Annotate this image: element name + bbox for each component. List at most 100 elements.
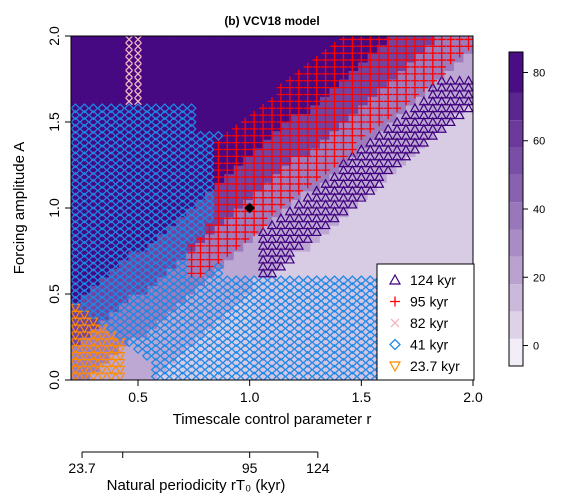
marker-diamond <box>204 337 215 348</box>
marker-diamond <box>177 337 188 348</box>
heatmap-cell <box>138 216 149 226</box>
heatmap-cell <box>415 96 426 106</box>
marker-diamond <box>159 199 170 210</box>
heatmap-cell <box>262 61 273 71</box>
marker-triangle-up <box>436 123 447 133</box>
heatmap-cell <box>185 130 197 140</box>
heatmap-cell <box>281 113 292 123</box>
heatmap-cell <box>444 44 455 54</box>
marker-diamond <box>141 247 153 258</box>
marker-triangle-up <box>338 157 349 168</box>
heatmap-cell <box>291 122 302 132</box>
heatmap-cell <box>157 61 168 71</box>
marker-diamond <box>311 364 322 375</box>
heatmap-cell <box>310 233 321 243</box>
heatmap-cell <box>348 53 359 63</box>
heatmap-cell <box>214 190 225 200</box>
marker-diamond <box>150 343 161 355</box>
heatmap-cell <box>243 362 254 372</box>
heatmap-cell <box>463 173 473 183</box>
heatmap-cell <box>128 53 139 63</box>
heatmap-cell <box>300 173 311 183</box>
marker-triangle-up <box>454 75 465 85</box>
heatmap-cell <box>386 165 398 175</box>
heatmap-cell <box>166 208 177 218</box>
heatmap-cell <box>147 182 158 192</box>
heatmap-cell <box>348 345 359 355</box>
heatmap-cell <box>463 156 473 166</box>
legend-label: 124 kyr <box>410 272 456 288</box>
marker-diamond <box>97 309 108 320</box>
heatmap-cell <box>128 251 139 261</box>
marker-diamond <box>249 364 260 375</box>
marker-diamond <box>186 206 197 217</box>
marker-diamond <box>97 275 108 286</box>
marker-diamond <box>347 357 358 368</box>
heatmap-cell <box>281 354 292 364</box>
heatmap-cell <box>195 53 206 63</box>
heatmap-cell <box>128 276 139 286</box>
marker-diamond <box>231 288 242 300</box>
heatmap-cell <box>348 87 359 97</box>
heatmap-cell <box>118 294 130 304</box>
heatmap-cell <box>281 122 292 132</box>
heatmap-cell <box>444 147 455 157</box>
colorbar-segment <box>509 229 523 257</box>
marker-diamond <box>159 357 170 368</box>
marker-diamond <box>123 282 135 293</box>
heatmap-cell <box>281 225 292 235</box>
marker-x <box>125 76 133 85</box>
heatmap-cell <box>339 208 350 218</box>
marker-diamond <box>123 199 135 210</box>
marker-diamond <box>106 240 117 251</box>
heatmap-cell <box>339 362 350 372</box>
marker-diamond <box>204 275 215 286</box>
heatmap-cell <box>128 285 139 295</box>
heatmap-cell <box>128 79 139 89</box>
marker-diamond <box>311 343 322 355</box>
heatmap-cell <box>90 96 101 106</box>
heatmap-cell <box>157 233 168 243</box>
heatmap-cell <box>214 79 225 89</box>
heatmap-cell <box>272 122 283 132</box>
marker-diamond <box>159 206 170 217</box>
heatmap-cell <box>195 345 206 355</box>
marker-diamond <box>320 371 331 380</box>
marker-diamond <box>79 116 90 128</box>
marker-diamond <box>222 288 233 300</box>
heatmap-cell <box>444 225 455 235</box>
colorbar-segment <box>509 256 523 285</box>
marker-diamond <box>347 282 358 293</box>
marker-diamond <box>222 337 233 348</box>
marker-diamond <box>365 302 376 313</box>
marker-diamond <box>195 275 206 286</box>
marker-diamond <box>159 302 170 313</box>
marker-diamond <box>257 337 269 348</box>
heatmap-cell <box>176 53 187 63</box>
heatmap-cell <box>339 199 350 209</box>
marker-triangle-up <box>409 123 421 133</box>
marker-diamond <box>132 330 144 341</box>
heatmap-cell <box>291 139 302 149</box>
marker-triangle-up <box>463 89 473 99</box>
marker-diamond <box>293 282 304 293</box>
heatmap-cell <box>262 276 273 286</box>
marker-diamond <box>97 220 108 231</box>
heatmap-cell <box>434 130 445 140</box>
heatmap-cell <box>205 61 216 71</box>
heatmap-cell <box>367 156 378 166</box>
heatmap-cell <box>233 36 244 46</box>
marker-diamond <box>159 144 170 155</box>
heatmap-cell <box>291 319 302 329</box>
heatmap-cell <box>396 96 407 106</box>
marker-triangle-up <box>427 102 439 113</box>
marker-diamond <box>177 165 188 176</box>
legend-label: 41 kyr <box>410 337 448 353</box>
marker-diamond <box>365 364 376 375</box>
marker-diamond <box>115 130 126 141</box>
heatmap-cell <box>358 87 369 97</box>
heatmap-cell <box>176 44 187 54</box>
heatmap-cell <box>128 216 139 226</box>
heatmap-cell <box>272 70 283 80</box>
heatmap-cell <box>319 87 331 97</box>
